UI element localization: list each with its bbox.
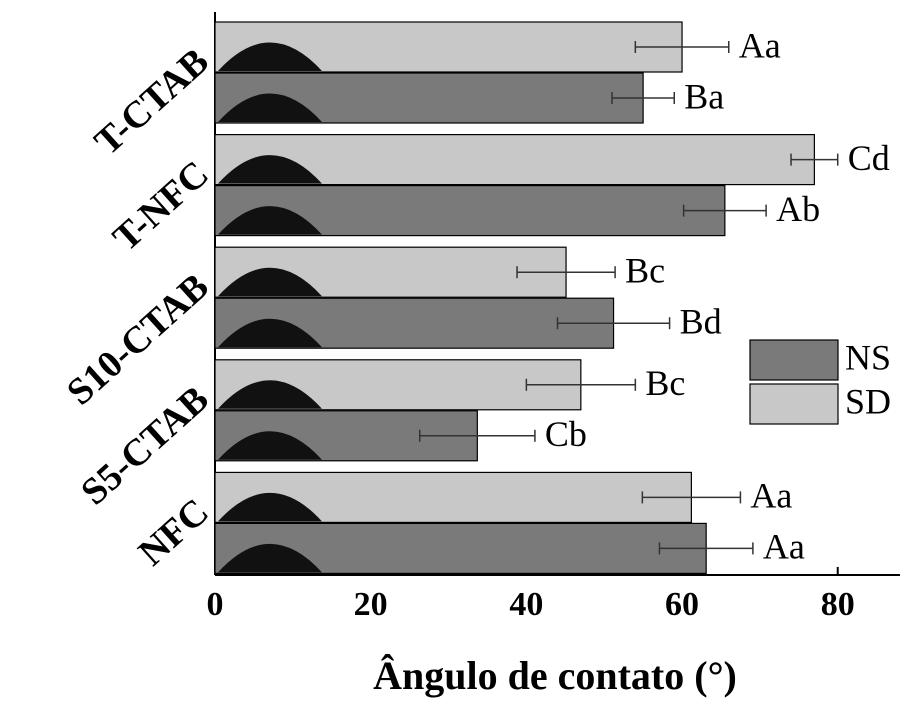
- x-tick-label: 80: [821, 586, 855, 623]
- data-label: Aa: [763, 527, 805, 567]
- category-label: T-CTAB: [87, 40, 217, 163]
- category-label: NFC: [131, 491, 217, 574]
- x-tick-label: 0: [207, 586, 224, 623]
- data-label: Cb: [545, 414, 587, 454]
- data-label: Aa: [739, 25, 781, 65]
- x-tick-label: 60: [665, 586, 699, 623]
- legend-swatch: [750, 340, 838, 380]
- data-label: Bc: [625, 250, 665, 290]
- data-label: Ab: [776, 189, 820, 229]
- data-label: Ba: [684, 76, 724, 116]
- data-label: Aa: [750, 476, 792, 516]
- x-tick-label: 40: [509, 586, 543, 623]
- legend-swatch: [750, 384, 838, 424]
- chart: Ângulo de contato (°) 020406080NFCAaAaS5…: [0, 0, 902, 702]
- x-axis-title: Ângulo de contato (°): [373, 653, 737, 698]
- data-label: Cd: [848, 138, 890, 178]
- category-label: T-NFC: [105, 153, 217, 260]
- legend-label: SD: [845, 381, 891, 421]
- x-tick-label: 20: [354, 586, 388, 623]
- data-label: Bc: [645, 363, 685, 403]
- legend-label: NS: [845, 337, 891, 377]
- data-label: Bd: [680, 301, 722, 341]
